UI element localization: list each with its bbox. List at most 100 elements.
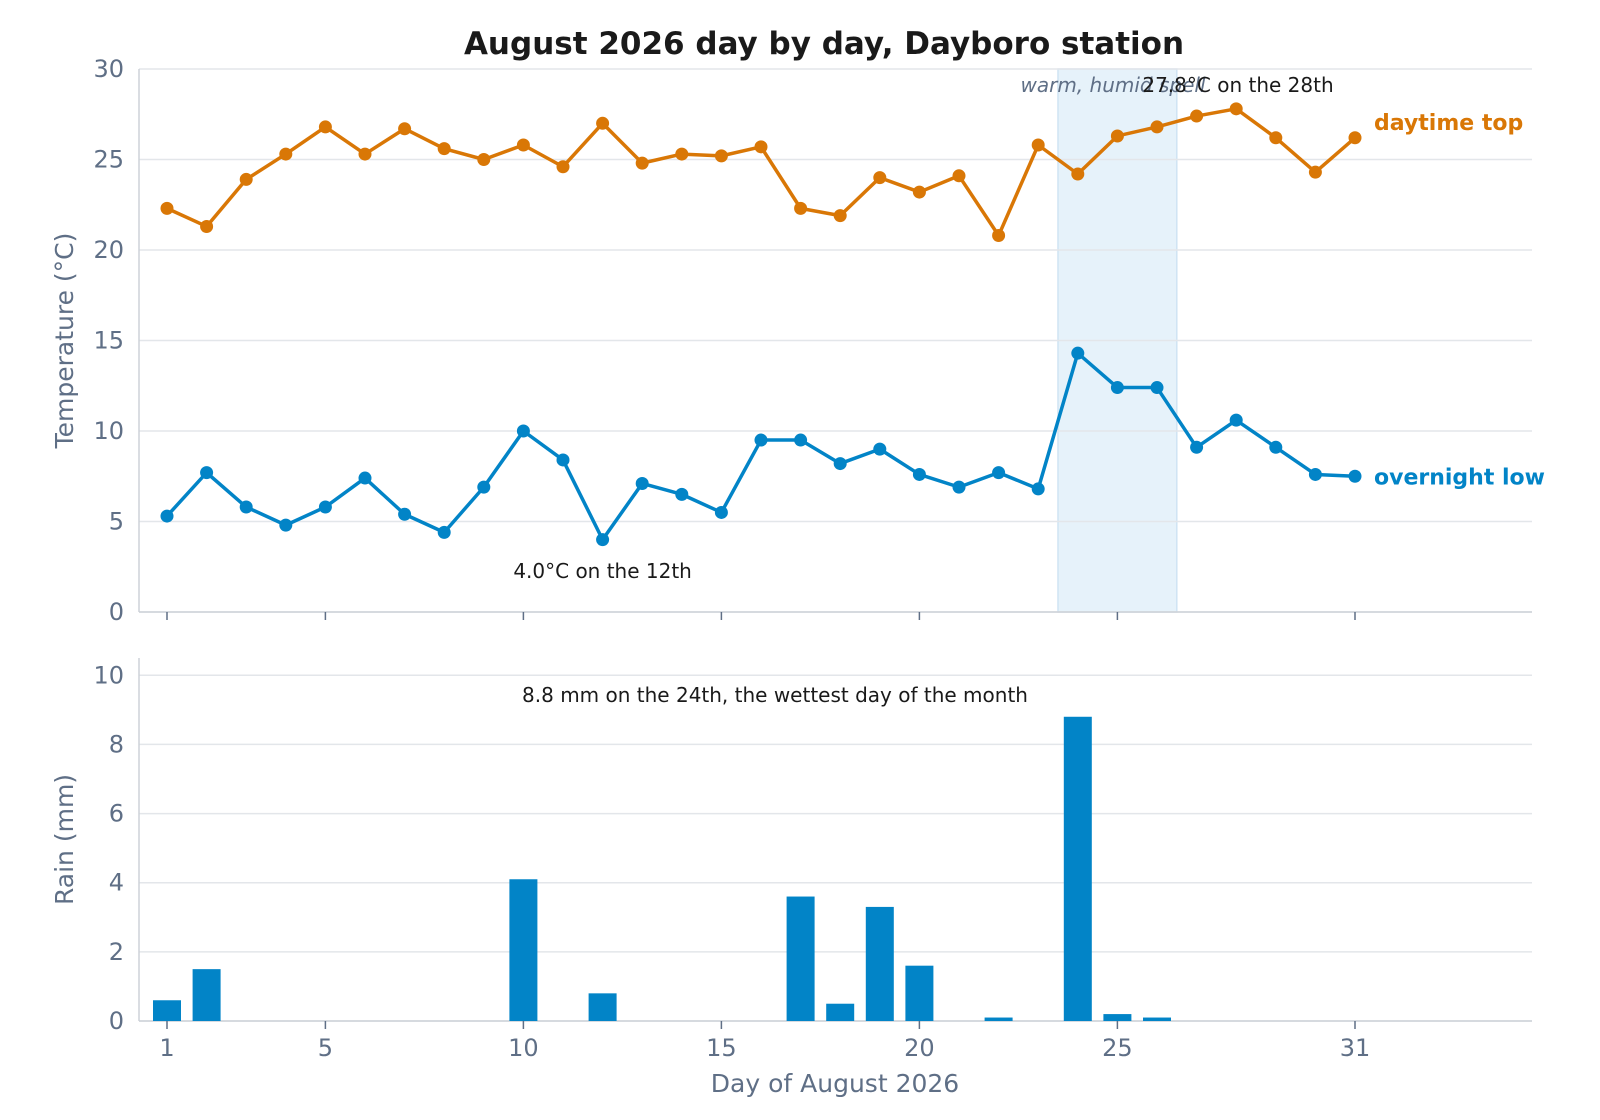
series-0-point	[1071, 167, 1085, 181]
rain-y-tick-label: 4	[109, 869, 124, 897]
rain-y-tick-label: 10	[93, 661, 124, 689]
rain-bar	[1063, 716, 1092, 1021]
rain-y-tick-label: 6	[109, 800, 124, 828]
series-0-point	[239, 172, 253, 186]
series-0-point	[992, 229, 1006, 243]
series-0-point	[1348, 131, 1362, 145]
series-1-point	[318, 500, 332, 514]
series-0-point	[318, 120, 332, 134]
series-0-point	[596, 116, 610, 130]
rain-bar	[984, 1017, 1013, 1021]
series-1-point	[516, 424, 530, 438]
series-1-point	[1269, 440, 1283, 454]
series-1-point	[1031, 482, 1045, 496]
min-temp-annotation: 4.0°C on the 12th	[513, 559, 692, 583]
series-0-point	[952, 169, 966, 183]
series-1-point	[437, 525, 451, 539]
temp-y-tick-label: 0	[109, 598, 124, 626]
series-0-point	[754, 140, 768, 154]
rain-y-axis-label: Rain (mm)	[50, 774, 79, 905]
temp-y-tick-label: 15	[93, 327, 124, 355]
x-axis-label: Day of August 2026	[711, 1069, 959, 1098]
temp-y-tick-label: 5	[109, 508, 124, 536]
x-tick-label: 20	[904, 1034, 935, 1062]
x-tick-label: 31	[1340, 1034, 1371, 1062]
series-0-point	[1110, 129, 1124, 143]
x-tick-label: 10	[508, 1034, 539, 1062]
series-0-point	[635, 156, 649, 170]
series-1-point	[992, 466, 1006, 480]
rain-bar	[588, 993, 617, 1021]
series-0-point	[358, 147, 372, 161]
series-1-point	[358, 471, 372, 485]
series-1-point	[873, 442, 887, 456]
rain-bar	[826, 1003, 855, 1021]
series-0-point	[437, 142, 451, 156]
rain-bar	[153, 1000, 181, 1021]
series-label-0: daytime top	[1374, 111, 1523, 136]
rain-bar	[1143, 1017, 1171, 1021]
series-1-point	[477, 480, 491, 494]
temp-y-tick-label: 30	[93, 55, 124, 83]
temp-y-axis-label: Temperature (°C)	[50, 233, 79, 450]
x-tick-label: 15	[706, 1034, 737, 1062]
series-1-point	[200, 466, 214, 480]
series-0-point	[1150, 120, 1164, 134]
series-0-point	[160, 201, 174, 215]
rain-bar	[786, 896, 815, 1021]
series-1-point	[794, 433, 808, 447]
series-1-point	[1150, 381, 1164, 395]
series-1-point	[556, 453, 570, 467]
rain-bar	[509, 879, 538, 1021]
series-0-point	[873, 171, 887, 185]
x-tick-label: 1	[159, 1034, 174, 1062]
series-1-point	[279, 518, 293, 532]
rain-bar	[1103, 1014, 1132, 1021]
series-1-point	[1190, 440, 1204, 454]
max-temp-annotation: 27.8°C on the 28th	[1142, 73, 1333, 97]
series-1-point	[160, 509, 174, 523]
series-0-point	[516, 138, 530, 152]
series-1-point	[596, 533, 610, 547]
series-0-point	[279, 147, 293, 161]
series-0-point	[1229, 102, 1243, 116]
series-1-point	[635, 476, 649, 490]
temperature-panel: 0 5 10 15 20 25 30 Temperature (°C) warm, humid …	[50, 55, 1545, 626]
series-1-point	[1308, 467, 1322, 481]
series-1-point	[398, 507, 412, 521]
temp-y-tick-label: 20	[93, 236, 124, 264]
shaded-band-label: warm, humid spell	[1020, 73, 1205, 97]
temp-y-tick-label: 10	[93, 417, 124, 445]
chart-title: August 2026 day by day, Dayboro station	[464, 26, 1184, 62]
series-0-point	[556, 160, 570, 174]
series-1-point	[675, 487, 689, 501]
series-1-point	[1071, 346, 1085, 360]
series-1-point	[1110, 381, 1124, 395]
series-0-point	[200, 219, 214, 233]
rain-bar	[192, 969, 221, 1021]
series-1-point	[1229, 413, 1243, 427]
series-1-point	[952, 480, 966, 494]
series-1-point	[754, 433, 768, 447]
rain-y-tick-label: 0	[109, 1007, 124, 1035]
series-label-1: overnight low	[1374, 465, 1545, 490]
series-1-point	[1348, 469, 1362, 483]
rain-bar	[865, 906, 894, 1021]
series-1-point	[239, 500, 253, 514]
rain-y-tick-label: 2	[109, 938, 124, 966]
rain-bar	[905, 965, 934, 1021]
x-tick-label: 25	[1102, 1034, 1133, 1062]
series-0-point	[1308, 165, 1322, 179]
series-0-point	[794, 201, 808, 215]
wettest-day-annotation: 8.8 mm on the 24th, the wettest day of t…	[522, 683, 1028, 707]
series-0-point	[398, 122, 412, 136]
temp-y-tick-label: 25	[93, 146, 124, 174]
series-0-point	[675, 147, 689, 161]
series-0-point	[714, 149, 728, 163]
series-0-point	[1269, 131, 1283, 145]
rain-y-tick-label: 8	[109, 730, 124, 758]
series-1-point	[833, 457, 847, 471]
series-0-point	[477, 153, 491, 166]
